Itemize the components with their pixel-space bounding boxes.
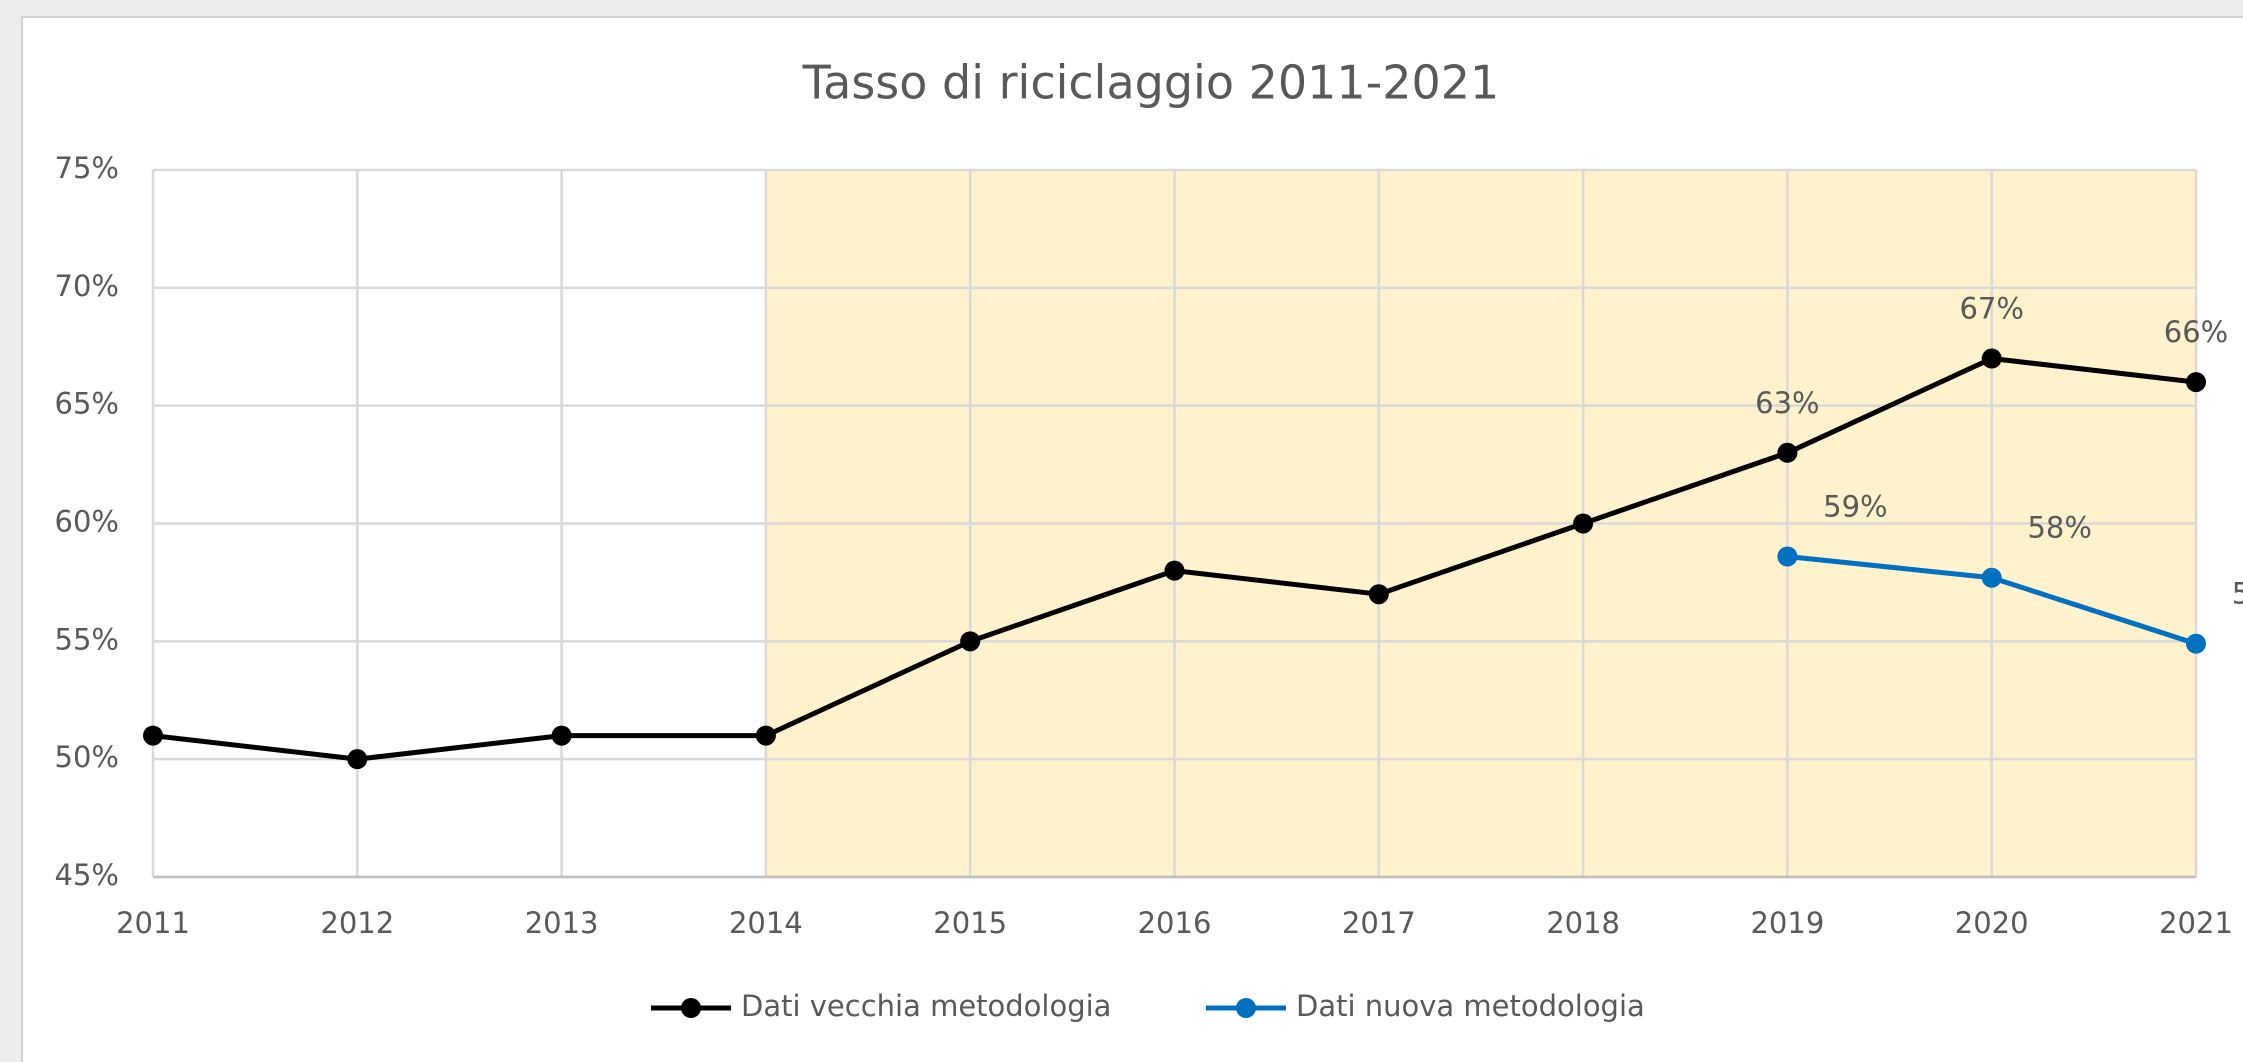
data-point: [1981, 348, 2002, 369]
data-point: [1164, 560, 1185, 581]
x-tick-label: 2018: [1546, 906, 1620, 940]
chart-title: Tasso di riciclaggio 2011-2021: [802, 56, 1500, 110]
data-label: 63%: [1755, 386, 1819, 420]
data-label: 55%: [2232, 577, 2243, 611]
data-point: [1573, 513, 1594, 534]
legend-label: Dati nuova metodologia: [1296, 989, 1645, 1023]
legend-marker: [1236, 998, 1256, 1018]
y-tick-label: 55%: [55, 622, 119, 656]
data-point: [347, 749, 368, 770]
data-point: [960, 631, 981, 652]
x-tick-label: 2013: [525, 906, 599, 940]
data-point: [2186, 633, 2206, 654]
y-tick-label: 50%: [55, 740, 119, 774]
data-point: [1777, 442, 1798, 463]
data-point: [551, 725, 572, 746]
legend-marker: [681, 998, 701, 1018]
data-label: 59%: [1823, 489, 1887, 523]
data-point: [1777, 546, 1798, 567]
x-tick-label: 2021: [2159, 906, 2233, 940]
x-tick-label: 2017: [1342, 906, 1416, 940]
x-tick-label: 2011: [116, 906, 190, 940]
y-tick-label: 65%: [55, 387, 119, 421]
y-tick-label: 45%: [55, 858, 119, 892]
data-label: 67%: [1959, 292, 2023, 326]
y-tick-label: 75%: [55, 151, 119, 185]
x-tick-label: 2014: [729, 906, 803, 940]
data-point: [755, 725, 776, 746]
x-tick-label: 2012: [320, 906, 394, 940]
data-label: 66%: [2164, 315, 2228, 349]
data-point: [143, 725, 163, 746]
x-tick-label: 2019: [1750, 906, 1824, 940]
x-tick-label: 2015: [933, 906, 1007, 940]
data-label: 58%: [2027, 511, 2091, 545]
y-tick-label: 60%: [55, 505, 119, 539]
y-tick-label: 70%: [55, 269, 119, 303]
x-tick-label: 2016: [1138, 906, 1212, 940]
data-point: [1981, 567, 2002, 588]
legend-label: Dati vecchia metodologia: [741, 989, 1111, 1023]
data-point: [1368, 584, 1389, 605]
x-tick-label: 2020: [1955, 906, 2029, 940]
data-point: [2186, 372, 2206, 393]
